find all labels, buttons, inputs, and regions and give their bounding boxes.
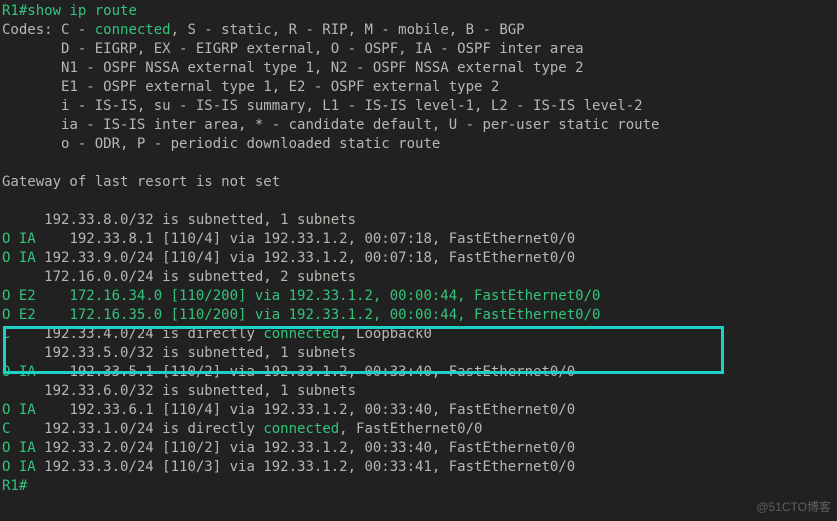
terminal-output: R1#show ip route Codes: C - connected, S… [0,0,837,496]
route-line: O IA 192.33.8.1 [110/4] via 192.33.1.2, … [2,231,575,247]
route-line: 192.33.8.0/32 is subnetted, 1 subnets [2,212,356,228]
route-line: 192.33.6.0/32 is subnetted, 1 subnets [2,383,356,399]
route-line: O IA 192.33.6.1 [110/4] via 192.33.1.2, … [2,402,575,418]
codes-line: Codes: C - connected, S - static, R - RI… [2,22,525,38]
route-line: 192.33.5.0/32 is subnetted, 1 subnets [2,345,356,361]
codes-line: N1 - OSPF NSSA external type 1, N2 - OSP… [2,60,584,76]
route-line: C 192.33.1.0/24 is directly connected, F… [2,421,482,437]
watermark: @51CTO博客 [756,498,831,517]
codes-line: o - ODR, P - periodic downloaded static … [2,136,440,152]
prompt-line: R1#show ip route [2,3,137,19]
gateway-line: Gateway of last resort is not set [2,174,280,190]
route-line: O IA 192.33.2.0/24 [110/2] via 192.33.1.… [2,440,575,456]
codes-line: ia - IS-IS inter area, * - candidate def… [2,117,659,133]
route-line: O IA 192.33.3.0/24 [110/3] via 192.33.1.… [2,459,575,475]
route-line: O E2 172.16.35.0 [110/200] via 192.33.1.… [2,307,600,323]
route-line: O IA 192.33.5.1 [110/2] via 192.33.1.2, … [2,364,575,380]
codes-line: i - IS-IS, su - IS-IS summary, L1 - IS-I… [2,98,643,114]
route-line: O IA 192.33.9.0/24 [110/4] via 192.33.1.… [2,250,575,266]
prompt-line: R1# [2,478,27,494]
route-line: O E2 172.16.34.0 [110/200] via 192.33.1.… [2,288,600,304]
codes-line: D - EIGRP, EX - EIGRP external, O - OSPF… [2,41,584,57]
route-line: 172.16.0.0/24 is subnetted, 2 subnets [2,269,356,285]
codes-line: E1 - OSPF external type 1, E2 - OSPF ext… [2,79,499,95]
route-line: C 192.33.4.0/24 is directly connected, L… [2,326,432,342]
